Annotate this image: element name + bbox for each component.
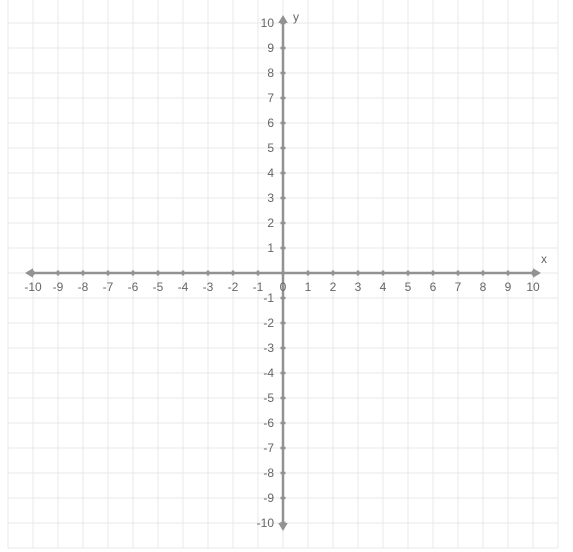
y-tick-label: 3 — [267, 191, 274, 205]
y-tick-label: 6 — [267, 116, 274, 130]
x-tick-label: -2 — [228, 280, 239, 294]
x-tick-label: 5 — [405, 280, 412, 294]
x-tick-label: 7 — [455, 280, 462, 294]
x-tick-label: -5 — [153, 280, 164, 294]
y-tick-label: -7 — [263, 441, 274, 455]
y-tick-label: 10 — [261, 16, 275, 30]
y-tick-label: 1 — [267, 241, 274, 255]
x-tick-label: 3 — [355, 280, 362, 294]
y-axis-label: y — [293, 10, 299, 24]
x-tick-label: 6 — [430, 280, 437, 294]
y-tick-label: 9 — [267, 41, 274, 55]
y-tick-label: -2 — [263, 316, 274, 330]
y-tick-label: 2 — [267, 216, 274, 230]
x-tick-label: 1 — [305, 280, 312, 294]
y-tick-label: 5 — [267, 141, 274, 155]
x-tick-label: 4 — [380, 280, 387, 294]
grid-svg: -10-9-8-7-6-5-4-3-2-1012345678910-10-9-8… — [0, 0, 573, 552]
x-tick-label: 2 — [330, 280, 337, 294]
y-tick-label: -1 — [263, 291, 274, 305]
y-tick-label: -10 — [257, 516, 275, 530]
x-tick-label: 10 — [526, 280, 540, 294]
y-tick-label: -5 — [263, 391, 274, 405]
x-tick-label: 9 — [505, 280, 512, 294]
x-tick-label: -3 — [203, 280, 214, 294]
y-tick-label: 7 — [267, 91, 274, 105]
y-tick-label: -8 — [263, 466, 274, 480]
y-tick-label: -9 — [263, 491, 274, 505]
x-tick-label: -1 — [253, 280, 264, 294]
x-tick-label: -7 — [103, 280, 114, 294]
x-tick-label: -4 — [178, 280, 189, 294]
x-tick-label: -6 — [128, 280, 139, 294]
cartesian-grid-chart: -10-9-8-7-6-5-4-3-2-1012345678910-10-9-8… — [0, 0, 573, 552]
x-tick-label: 0 — [280, 280, 287, 294]
x-tick-label: 8 — [480, 280, 487, 294]
x-tick-label: -9 — [53, 280, 64, 294]
y-tick-label: -3 — [263, 341, 274, 355]
x-tick-label: -10 — [24, 280, 42, 294]
y-tick-label: 4 — [267, 166, 274, 180]
x-axis-label: x — [541, 252, 547, 266]
y-tick-label: 8 — [267, 66, 274, 80]
x-tick-label: -8 — [78, 280, 89, 294]
y-tick-label: -4 — [263, 366, 274, 380]
y-tick-label: -6 — [263, 416, 274, 430]
